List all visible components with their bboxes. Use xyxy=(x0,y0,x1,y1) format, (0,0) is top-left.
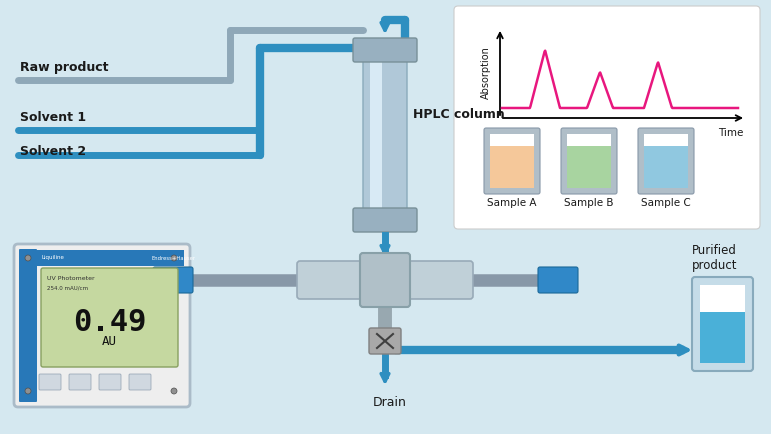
Text: Sample B: Sample B xyxy=(564,198,614,208)
FancyBboxPatch shape xyxy=(638,128,694,194)
FancyBboxPatch shape xyxy=(363,55,407,215)
FancyBboxPatch shape xyxy=(490,134,534,146)
FancyBboxPatch shape xyxy=(644,146,688,188)
Circle shape xyxy=(25,255,31,261)
FancyBboxPatch shape xyxy=(19,249,37,402)
FancyBboxPatch shape xyxy=(69,374,91,390)
Text: Solvent 1: Solvent 1 xyxy=(20,111,86,124)
FancyBboxPatch shape xyxy=(39,374,61,390)
Text: AU: AU xyxy=(102,335,117,348)
FancyBboxPatch shape xyxy=(370,58,382,212)
Text: Drain: Drain xyxy=(373,396,407,409)
Text: Purified
product: Purified product xyxy=(692,244,737,272)
FancyBboxPatch shape xyxy=(297,261,473,299)
Circle shape xyxy=(25,388,31,394)
Text: Absorption: Absorption xyxy=(481,46,491,99)
FancyBboxPatch shape xyxy=(353,38,417,62)
Text: HPLC column: HPLC column xyxy=(413,108,505,122)
FancyBboxPatch shape xyxy=(490,146,534,188)
FancyBboxPatch shape xyxy=(692,277,753,371)
Text: 0.49: 0.49 xyxy=(72,308,146,337)
FancyBboxPatch shape xyxy=(353,208,417,232)
FancyBboxPatch shape xyxy=(700,285,745,312)
FancyBboxPatch shape xyxy=(484,128,540,194)
FancyBboxPatch shape xyxy=(454,6,760,229)
FancyBboxPatch shape xyxy=(14,244,190,407)
FancyBboxPatch shape xyxy=(153,267,193,293)
Text: UV Photometer: UV Photometer xyxy=(47,276,95,280)
FancyBboxPatch shape xyxy=(567,134,611,146)
FancyBboxPatch shape xyxy=(538,267,578,293)
FancyBboxPatch shape xyxy=(561,128,617,194)
Text: Endress+Hauser: Endress+Hauser xyxy=(151,256,195,260)
Text: Solvent 2: Solvent 2 xyxy=(20,145,86,158)
FancyBboxPatch shape xyxy=(129,374,151,390)
Text: Sample C: Sample C xyxy=(641,198,691,208)
FancyBboxPatch shape xyxy=(360,253,410,307)
FancyBboxPatch shape xyxy=(41,268,178,367)
FancyBboxPatch shape xyxy=(700,312,745,363)
FancyBboxPatch shape xyxy=(99,374,121,390)
FancyBboxPatch shape xyxy=(369,328,401,354)
FancyBboxPatch shape xyxy=(34,250,184,266)
Text: 254.0 mAU/cm: 254.0 mAU/cm xyxy=(47,286,88,290)
Text: Raw product: Raw product xyxy=(20,61,109,74)
Text: Time: Time xyxy=(718,128,743,138)
Circle shape xyxy=(171,388,177,394)
Circle shape xyxy=(171,255,177,261)
FancyBboxPatch shape xyxy=(567,146,611,188)
Text: Sample A: Sample A xyxy=(487,198,537,208)
Text: Liquiline: Liquiline xyxy=(42,256,65,260)
FancyBboxPatch shape xyxy=(644,134,688,146)
